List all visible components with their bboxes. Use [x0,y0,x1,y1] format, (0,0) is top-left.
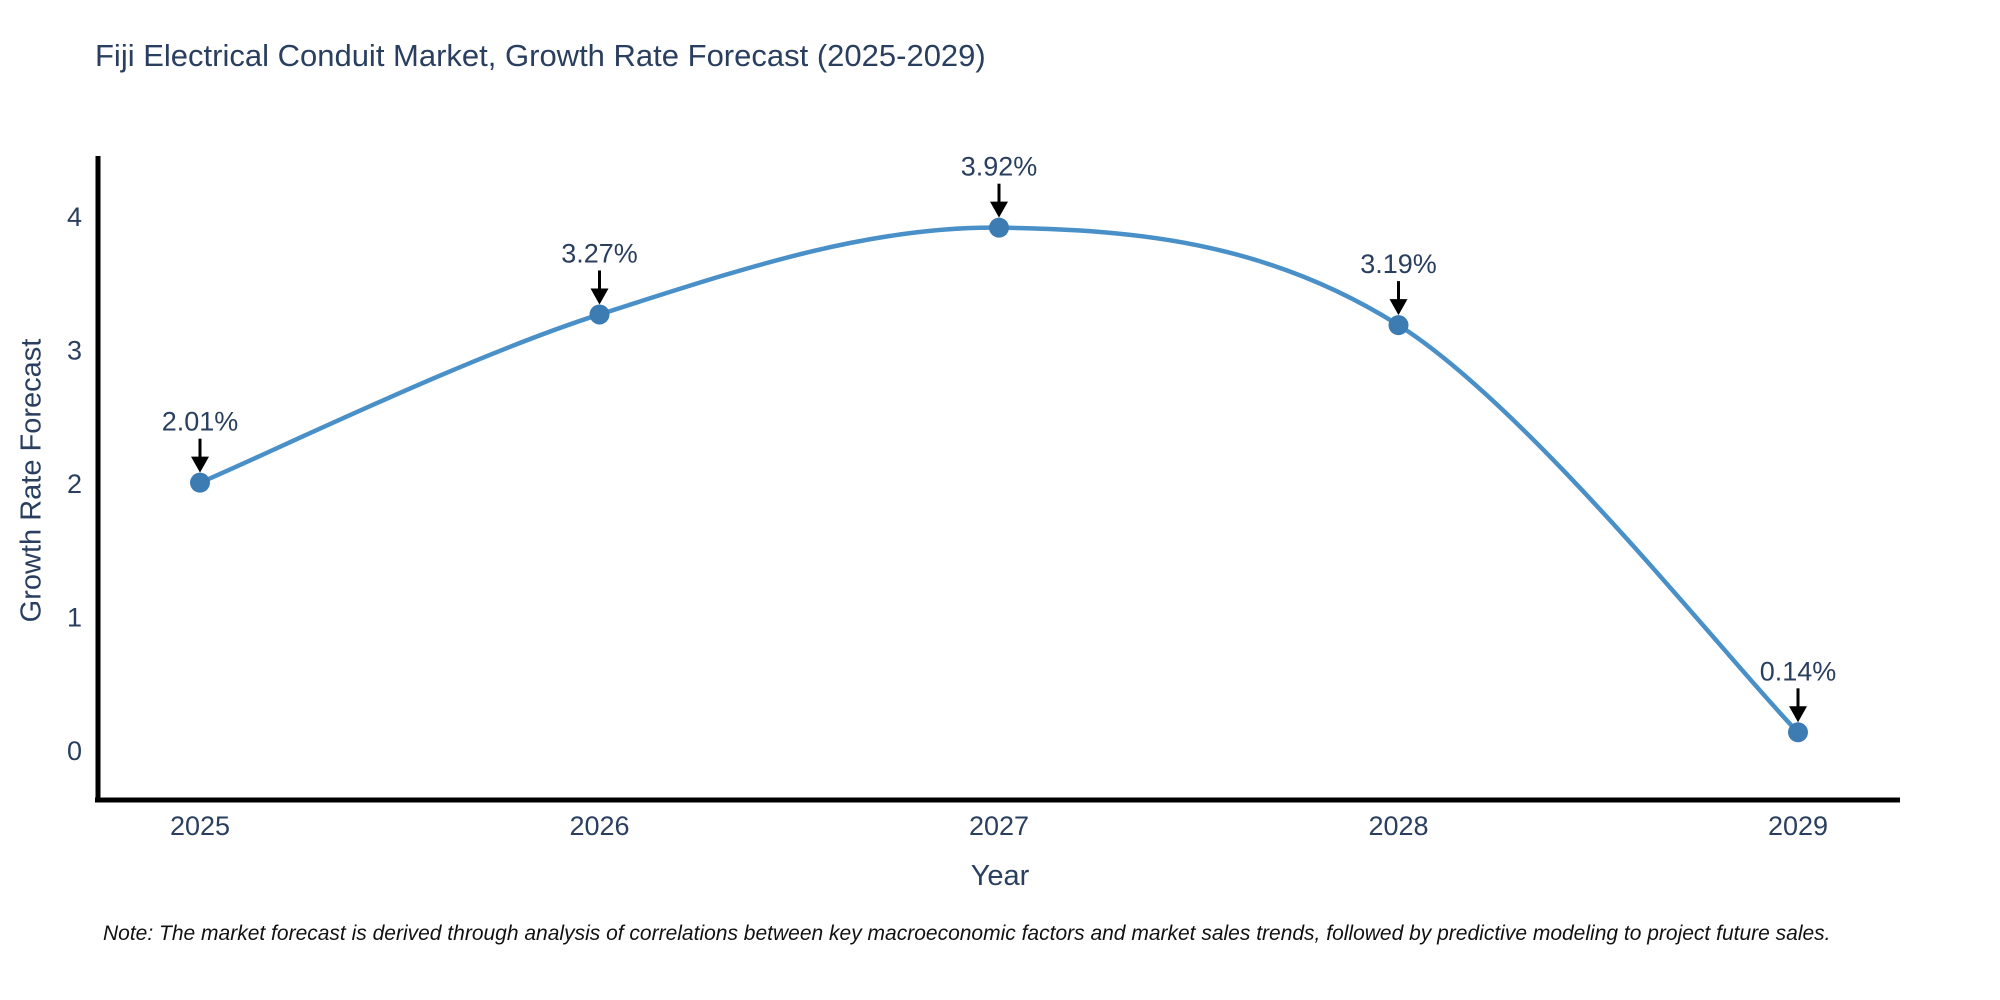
y-tick-label: 4 [67,202,82,232]
chart-title: Fiji Electrical Conduit Market, Growth R… [95,38,986,73]
y-tick-label: 3 [67,336,82,366]
y-tick-label: 2 [67,469,82,499]
y-tick-label: 1 [67,603,82,633]
line-series [190,217,1808,743]
axis-ticks: 0 1 2 3 4 2025 2026 2027 2028 2029 [67,202,1828,841]
point-value-label: 0.14% [1760,656,1837,686]
point-annotations: 2.01% 3.27% 3.92% 3.19% 0.14% [162,152,1837,723]
data-point-marker [190,472,210,493]
point-value-label: 2.01% [162,407,239,437]
data-point-marker [1388,315,1409,336]
x-tick-label: 2027 [969,811,1029,841]
y-tick-label: 0 [67,736,82,766]
forecast-line [197,225,1801,735]
footnote: Note: The market forecast is derived thr… [103,922,1831,945]
x-tick-label: 2026 [569,811,629,841]
x-tick-label: 2029 [1768,811,1828,841]
x-axis-title: Year [970,860,1030,892]
x-tick-label: 2025 [170,811,230,841]
annotation-arrowhead-icon [1389,299,1408,316]
x-tick-label: 2028 [1368,811,1428,841]
annotation-arrowhead-icon [1789,706,1807,723]
annotation-arrowhead-icon [191,456,209,473]
annotation-arrowhead-icon [590,288,609,305]
point-value-label: 3.27% [561,238,638,268]
data-point-marker [1788,722,1808,743]
data-point-marker [589,304,610,325]
point-value-label: 3.19% [1360,249,1437,279]
data-point-marker [989,217,1009,238]
annotation-arrowhead-icon [990,201,1008,218]
point-value-label: 3.92% [961,152,1038,182]
